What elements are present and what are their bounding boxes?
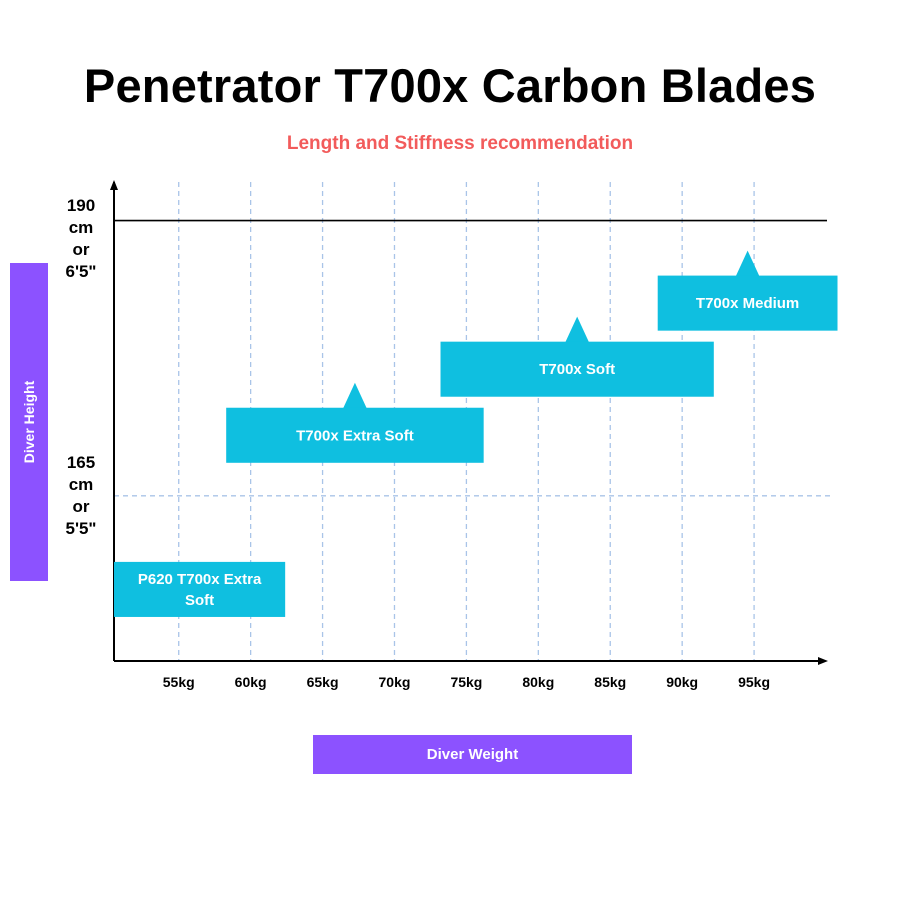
y-reference-label-165: 165 cm or 5'5" bbox=[52, 452, 110, 540]
y-axis-label-box: Diver Height bbox=[10, 263, 48, 581]
x-tick-label-65: 65kg bbox=[307, 674, 339, 690]
range-label-t700x-soft: T700x Soft bbox=[539, 361, 615, 378]
y-ref-190-line-2: cm bbox=[68, 218, 94, 237]
range-label-t700x-medium: T700x Medium bbox=[696, 295, 799, 312]
x-tick-label-90: 90kg bbox=[666, 674, 698, 690]
x-tick-label-85: 85kg bbox=[594, 674, 626, 690]
chart-subtitle: Length and Stiffness recommendation bbox=[286, 133, 634, 154]
y-ref-165-line-2: cm bbox=[68, 475, 94, 494]
x-tick-label-55: 55kg bbox=[163, 674, 195, 690]
range-label-p620-t700x-extra-soft-line-2: Soft bbox=[185, 592, 214, 609]
y-ref-165-line-1: 165 bbox=[66, 453, 96, 472]
range-label-t700x-extra-soft: T700x Extra Soft bbox=[296, 427, 414, 444]
y-ref-165-line-4: 5'5" bbox=[65, 519, 97, 538]
y-ref-190-line-1: 190 bbox=[66, 196, 96, 215]
marker-triangle-t700x-extra-soft bbox=[342, 382, 367, 409]
range-box-t700x-soft bbox=[440, 341, 714, 397]
x-tick-label-80: 80kg bbox=[522, 674, 554, 690]
x-tick-label-95: 95kg bbox=[738, 674, 770, 690]
range-box-p620-t700x-extra-soft bbox=[114, 561, 286, 617]
range-label-p620-t700x-extra-soft-line-1: P620 T700x Extra bbox=[138, 571, 262, 588]
y-ref-190-line-3: or bbox=[72, 240, 90, 259]
x-tick-label-70: 70kg bbox=[379, 674, 411, 690]
y-reference-label-190: 190 cm or 6'5" bbox=[52, 195, 110, 283]
x-axis-arrow bbox=[818, 657, 828, 665]
x-axis-label-box: Diver Weight bbox=[313, 735, 632, 774]
y-ref-190-line-4: 6'5" bbox=[65, 262, 97, 281]
y-axis-arrow bbox=[110, 180, 118, 190]
range-box-t700x-extra-soft bbox=[226, 407, 484, 463]
y-ref-165-line-3: or bbox=[72, 497, 90, 516]
marker-triangle-t700x-medium bbox=[735, 250, 760, 277]
x-tick-label-75: 75kg bbox=[450, 674, 482, 690]
x-axis-label: Diver Weight bbox=[426, 746, 519, 763]
marker-triangle-t700x-soft bbox=[565, 316, 590, 343]
chart-title: Penetrator T700x Carbon Blades bbox=[83, 59, 817, 112]
range-box-t700x-medium bbox=[657, 275, 838, 331]
x-tick-label-60: 60kg bbox=[235, 674, 267, 690]
